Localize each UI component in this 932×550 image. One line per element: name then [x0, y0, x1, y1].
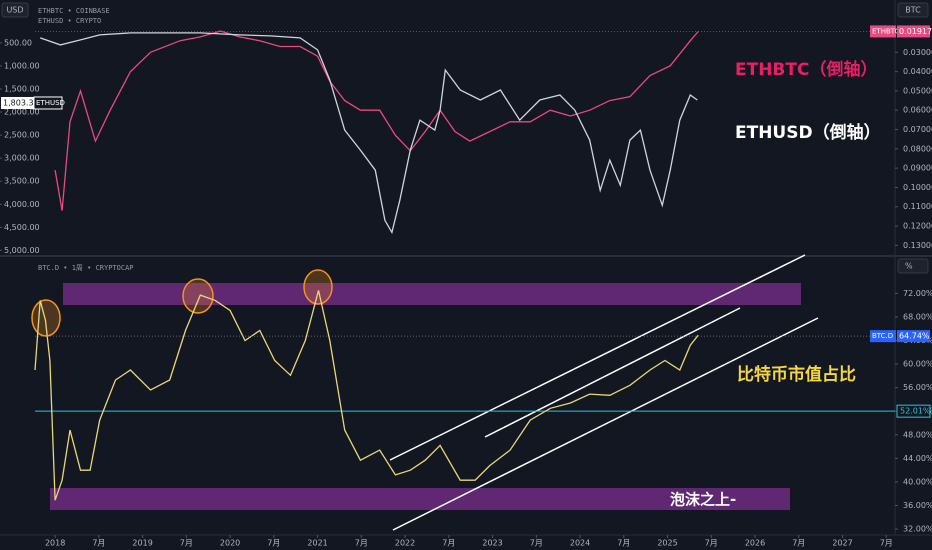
price-tag	[1, 96, 34, 109]
unit-box[interactable]	[897, 258, 929, 274]
x-tick-label: 2026	[745, 539, 765, 548]
y-tick-label: 68.00%	[903, 312, 932, 321]
annotation: 泡沫之上-	[670, 491, 736, 509]
y-tick-label: 500.00	[4, 38, 32, 47]
y-tick-label: 40.00%	[903, 477, 932, 486]
pane-title: BTC.D • 1周 • CRYPTOCAP	[38, 264, 134, 272]
x-tick-label: 2023	[482, 539, 502, 548]
x-tick-label: 7月	[792, 539, 805, 548]
series-tag-label: ETHUSD	[36, 99, 65, 107]
x-tick-label: 7月	[92, 539, 105, 548]
series-tag	[870, 25, 896, 38]
y-tick-label: 32.00%	[903, 525, 932, 534]
unit: %	[905, 262, 913, 271]
top-zone	[63, 283, 801, 305]
channel-line	[392, 317, 819, 531]
legend-entry: ETHUSD • CRYPTO	[38, 17, 101, 25]
channel-line	[389, 254, 806, 461]
x-tick-label: 7月	[442, 539, 455, 548]
y-tick-label: 4,500.00	[4, 223, 40, 232]
x-tick-label: 2018	[45, 539, 65, 548]
currency: USD	[6, 6, 23, 15]
x-tick-label: 7月	[617, 539, 630, 548]
y-tick-label: 60.00%	[903, 360, 932, 369]
price-tag	[897, 25, 930, 38]
highlight-circle	[303, 269, 333, 305]
currency-box[interactable]	[1, 2, 29, 18]
x-tick-label: 2024	[570, 539, 590, 548]
annotation: ETHBTC（倒轴）	[735, 59, 877, 80]
y-tick-label: 72.00%	[903, 289, 932, 298]
x-tick-label: 2027	[832, 539, 852, 548]
y-tick-label: 44.00%	[903, 454, 932, 463]
y-tick-label: 36.00%	[903, 501, 932, 510]
x-tick-label: 2020	[220, 539, 240, 548]
series-line	[39, 32, 698, 235]
highlight-circle	[182, 278, 214, 314]
y-tick-label: 48.00%	[903, 430, 932, 439]
annotation: 比特币市值占比	[737, 364, 856, 385]
series-tag-label: ETHBTC	[872, 27, 900, 35]
x-tick-label: 2025	[657, 539, 677, 548]
y-tick-label: 3,000.00	[4, 154, 40, 163]
price-tag	[896, 404, 931, 418]
y-tick-label: 3,500.00	[4, 177, 40, 186]
legend-entry: ETHBTC • COINBASE	[38, 7, 110, 15]
y-tick-label: 1,500.00	[4, 85, 40, 94]
annotation: ETHUSD（倒轴）	[735, 122, 881, 143]
price-tag-label: 52.01%	[900, 407, 931, 416]
y2-tick-label: 0.13000	[903, 241, 932, 250]
y-tick-label: 2,500.00	[4, 131, 40, 140]
y-tick-label: 4,000.00	[4, 200, 40, 209]
x-tick-label: 7月	[180, 539, 193, 548]
series-tag	[33, 96, 63, 110]
x-tick-label: 7月	[355, 539, 368, 548]
series-tag-label: BTC.D	[872, 332, 893, 340]
x-tick-label: 7月	[880, 539, 893, 548]
y-tick-label: 5,000.00	[4, 246, 40, 255]
y-tick-label: 1,000.00	[4, 61, 40, 70]
currency: BTC	[905, 6, 921, 15]
x-tick-label: 7月	[267, 539, 280, 548]
series-line	[34, 290, 699, 501]
x-tick-label: 2021	[307, 539, 327, 548]
series-tag	[870, 330, 896, 343]
price-tag-label: 0.01917	[899, 27, 932, 36]
y-tick-label: 2,000.00	[4, 108, 40, 117]
x-tick-label: 7月	[530, 539, 543, 548]
x-tick-label: 7月	[705, 539, 718, 548]
price-tag	[897, 330, 930, 343]
x-tick-label: 2022	[395, 539, 415, 548]
x-tick-label: 2019	[132, 539, 152, 548]
price-tag-label: 1,803.37	[3, 98, 39, 107]
y-tick-label: 56.00%	[903, 383, 932, 392]
currency-box[interactable]	[897, 2, 929, 18]
series-line	[54, 30, 699, 211]
price-tag-label: 64.74%	[899, 332, 930, 341]
channel-line	[484, 307, 741, 438]
bottom-zone	[50, 488, 790, 510]
